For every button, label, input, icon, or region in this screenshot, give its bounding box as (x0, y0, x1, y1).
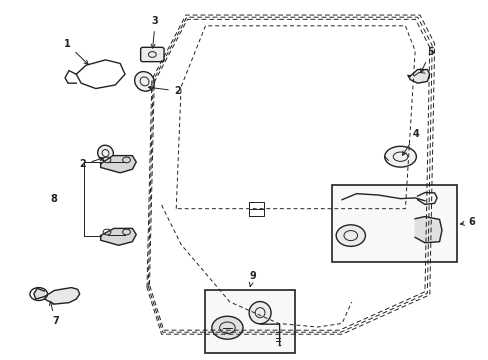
Ellipse shape (134, 72, 154, 91)
Text: 9: 9 (249, 271, 256, 287)
Text: 2: 2 (80, 157, 103, 170)
Text: 4: 4 (402, 129, 419, 155)
Text: 1: 1 (64, 39, 88, 64)
Circle shape (335, 225, 365, 246)
Circle shape (211, 316, 243, 339)
Polygon shape (407, 69, 429, 83)
Ellipse shape (384, 146, 415, 167)
FancyBboxPatch shape (141, 47, 163, 62)
Polygon shape (101, 228, 136, 245)
Text: 7: 7 (49, 301, 59, 326)
Ellipse shape (248, 302, 270, 324)
Text: 8: 8 (50, 194, 57, 204)
Polygon shape (44, 288, 80, 304)
Bar (331, 185, 456, 262)
Polygon shape (34, 288, 44, 299)
Polygon shape (414, 217, 441, 243)
Polygon shape (101, 156, 136, 173)
Bar (204, 290, 294, 353)
Text: 2: 2 (148, 86, 180, 96)
Text: 5: 5 (420, 47, 433, 72)
Ellipse shape (98, 145, 113, 161)
Text: 6: 6 (460, 217, 474, 227)
Text: 3: 3 (151, 16, 158, 48)
